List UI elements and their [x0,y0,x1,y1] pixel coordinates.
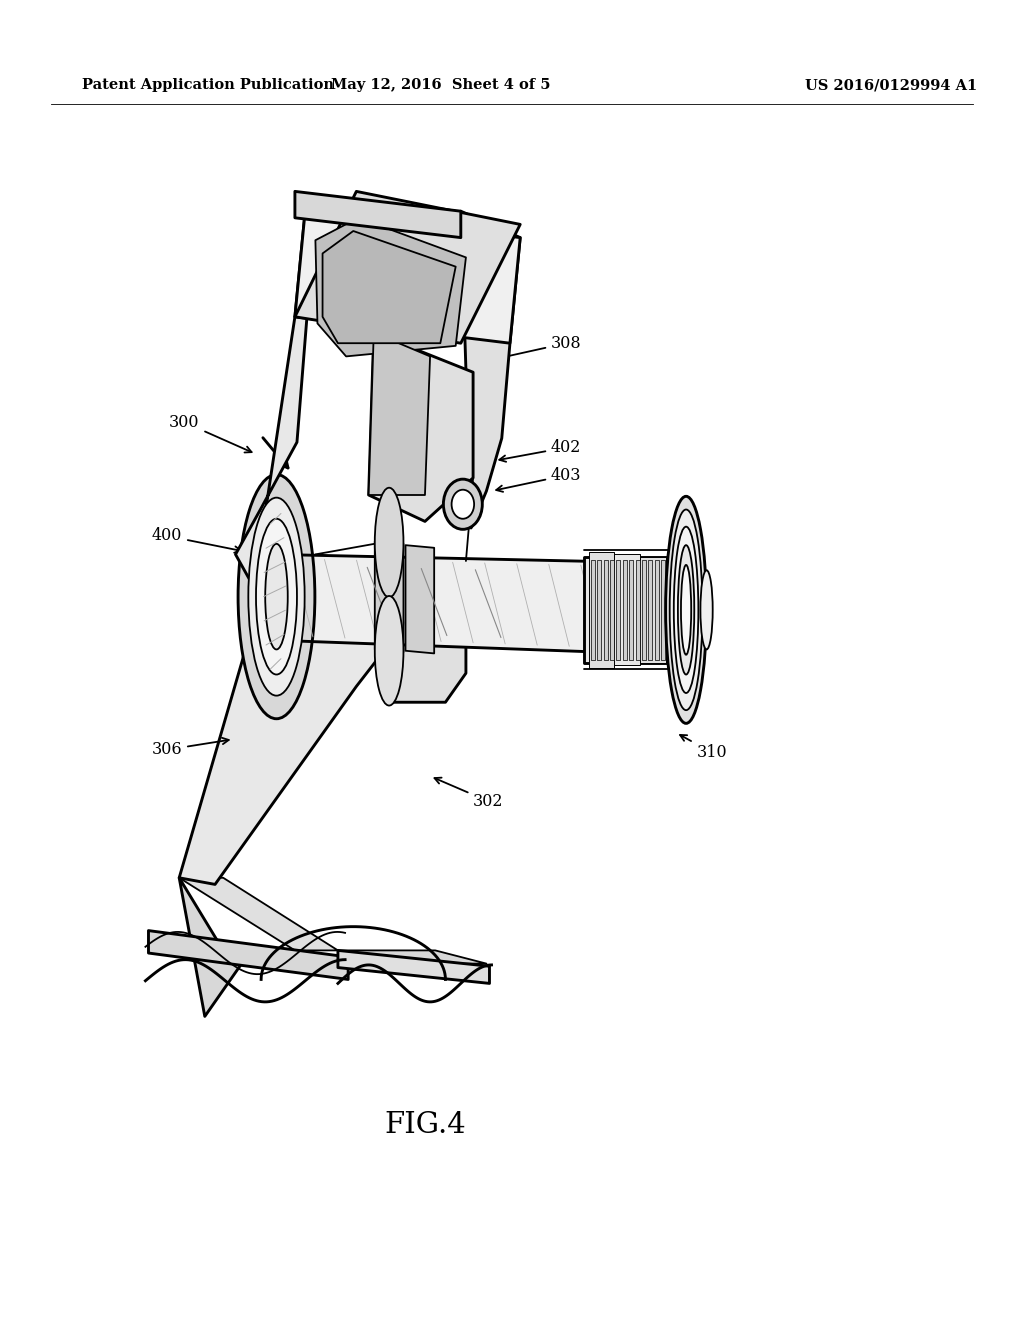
Polygon shape [406,545,434,653]
Polygon shape [323,231,456,343]
Polygon shape [610,560,614,660]
Ellipse shape [375,487,403,597]
Text: 403: 403 [497,467,582,492]
Polygon shape [369,333,430,495]
Text: US 2016/0129994 A1: US 2016/0129994 A1 [805,78,977,92]
Ellipse shape [265,544,288,649]
Text: 306: 306 [152,738,228,758]
Ellipse shape [674,527,698,693]
Ellipse shape [700,570,713,649]
Text: 308: 308 [476,335,582,366]
Polygon shape [648,560,652,660]
Polygon shape [377,587,466,702]
Text: 302: 302 [434,777,504,809]
Polygon shape [597,560,601,660]
Polygon shape [684,586,707,634]
Polygon shape [295,191,520,343]
Polygon shape [584,557,681,663]
Polygon shape [315,218,466,356]
Ellipse shape [238,474,315,718]
Polygon shape [369,333,473,521]
Polygon shape [179,878,338,950]
Polygon shape [591,560,595,660]
Polygon shape [236,211,315,587]
Polygon shape [662,560,666,660]
Polygon shape [668,560,672,660]
Text: FIG.4: FIG.4 [384,1110,466,1139]
Polygon shape [614,554,640,665]
Polygon shape [295,211,520,343]
Polygon shape [674,560,678,660]
Polygon shape [375,541,403,652]
Polygon shape [338,950,489,983]
Ellipse shape [678,545,694,675]
Polygon shape [274,554,635,653]
Polygon shape [589,552,614,668]
Polygon shape [642,560,646,660]
Text: May 12, 2016  Sheet 4 of 5: May 12, 2016 Sheet 4 of 5 [331,78,550,92]
Polygon shape [666,560,686,660]
Polygon shape [636,560,640,660]
Ellipse shape [443,479,482,529]
Ellipse shape [670,510,702,710]
Polygon shape [179,878,251,1016]
Polygon shape [640,557,666,663]
Polygon shape [616,560,621,660]
Text: 310: 310 [680,735,727,760]
Polygon shape [629,560,633,660]
Polygon shape [295,191,461,238]
Ellipse shape [666,496,707,723]
Text: 400: 400 [152,528,241,553]
Polygon shape [623,560,627,660]
Ellipse shape [249,498,305,696]
Polygon shape [179,587,377,884]
Ellipse shape [452,490,474,519]
Polygon shape [654,560,658,660]
Text: 300: 300 [169,414,252,453]
Text: Patent Application Publication: Patent Application Publication [82,78,334,92]
Polygon shape [338,950,486,964]
Text: 402: 402 [500,440,582,462]
Ellipse shape [681,565,691,655]
Polygon shape [148,931,348,979]
Ellipse shape [256,519,297,675]
Polygon shape [461,211,520,528]
Polygon shape [603,560,607,660]
Ellipse shape [375,597,403,705]
